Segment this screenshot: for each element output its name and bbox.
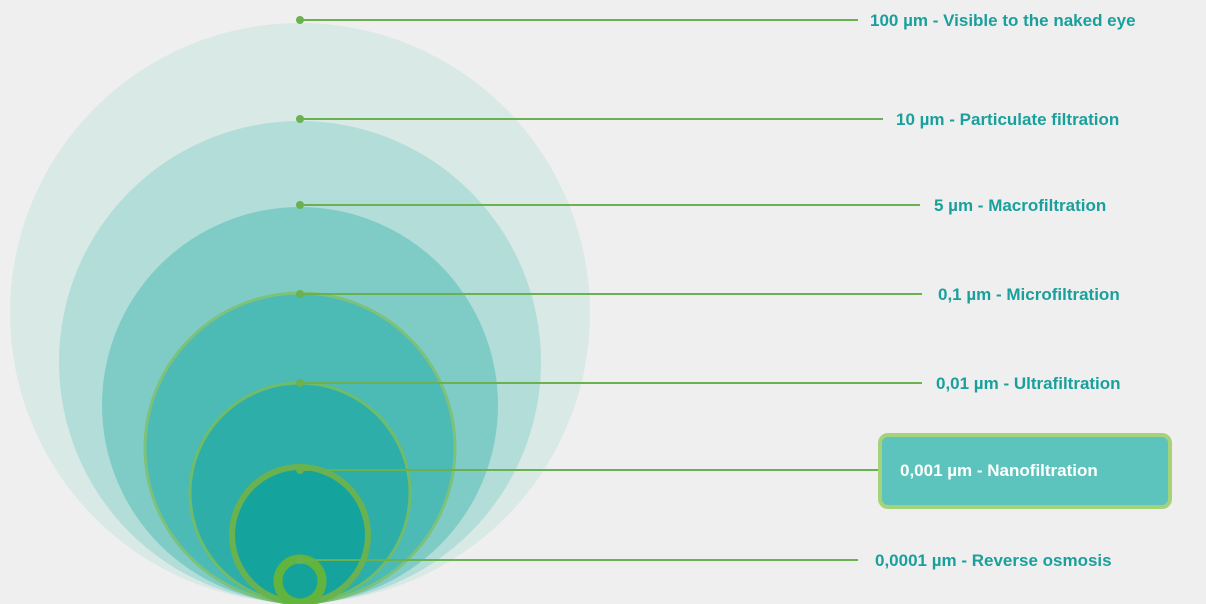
size-circle-7	[273, 554, 327, 604]
scale-label-3: 5 µm - Macrofiltration	[934, 196, 1106, 215]
circles-layer	[10, 23, 590, 604]
scale-label-4: 0,1 µm - Microfiltration	[938, 285, 1120, 304]
leader-dot-7	[296, 556, 304, 564]
highlight-box	[878, 433, 1172, 509]
leader-dot-6	[296, 466, 304, 474]
scale-label-6: 0,001 µm - Nanofiltration	[900, 461, 1098, 480]
scale-label-2: 10 µm - Particulate filtration	[896, 110, 1119, 129]
leader-dot-1	[296, 16, 304, 24]
scale-label-1: 100 µm - Visible to the naked eye	[870, 11, 1136, 30]
leader-dot-4	[296, 290, 304, 298]
leader-dot-5	[296, 379, 304, 387]
scale-label-5: 0,01 µm - Ultrafiltration	[936, 374, 1121, 393]
leader-dot-3	[296, 201, 304, 209]
scale-label-7: 0,0001 µm - Reverse osmosis	[875, 551, 1112, 570]
leader-dot-2	[296, 115, 304, 123]
leader-lines-layer	[296, 16, 922, 564]
labels-layer: 100 µm - Visible to the naked eye 10 µm -…	[870, 11, 1172, 570]
